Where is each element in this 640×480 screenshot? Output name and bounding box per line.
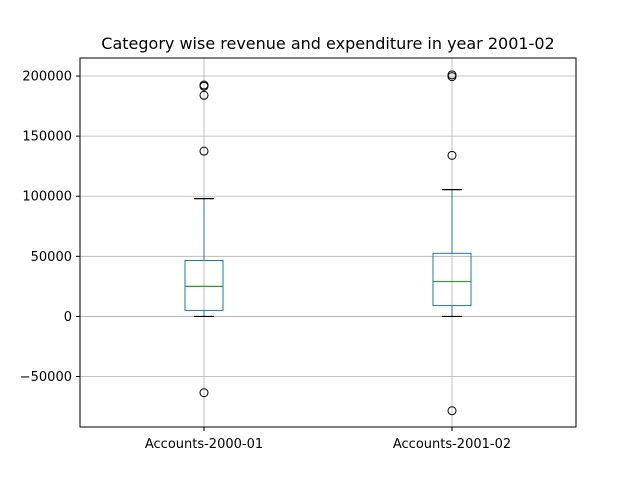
iqr-box xyxy=(184,260,224,311)
outlier-point xyxy=(447,406,457,416)
y-tick-label: −50000 xyxy=(20,370,72,385)
y-tick-label: 0 xyxy=(64,310,72,325)
plot-frame xyxy=(79,57,577,428)
chart-title: Category wise revenue and expenditure in… xyxy=(101,34,554,53)
outlier-point xyxy=(199,388,209,398)
x-category-label: Accounts-2000-01 xyxy=(145,437,263,452)
box-group xyxy=(432,70,472,416)
outlier-point xyxy=(447,72,457,82)
outlier-point xyxy=(199,81,209,91)
y-axis: −50000 0 50000 100000 150000 200000 xyxy=(20,70,80,385)
y-tick-label: 50000 xyxy=(31,250,72,265)
x-axis: Accounts-2000-01 Accounts-2001-02 xyxy=(145,427,511,452)
y-tick-label: 200000 xyxy=(22,70,72,85)
x-category-label: Accounts-2001-02 xyxy=(393,437,511,452)
outlier-point xyxy=(199,90,209,100)
y-tick-label: 150000 xyxy=(22,130,72,145)
boxes xyxy=(184,70,472,416)
grid-lines xyxy=(80,58,576,427)
outlier-point xyxy=(447,150,457,160)
box-group xyxy=(184,80,224,398)
outlier-point xyxy=(199,146,209,156)
iqr-box xyxy=(432,252,472,307)
y-tick-label: 100000 xyxy=(22,190,72,205)
